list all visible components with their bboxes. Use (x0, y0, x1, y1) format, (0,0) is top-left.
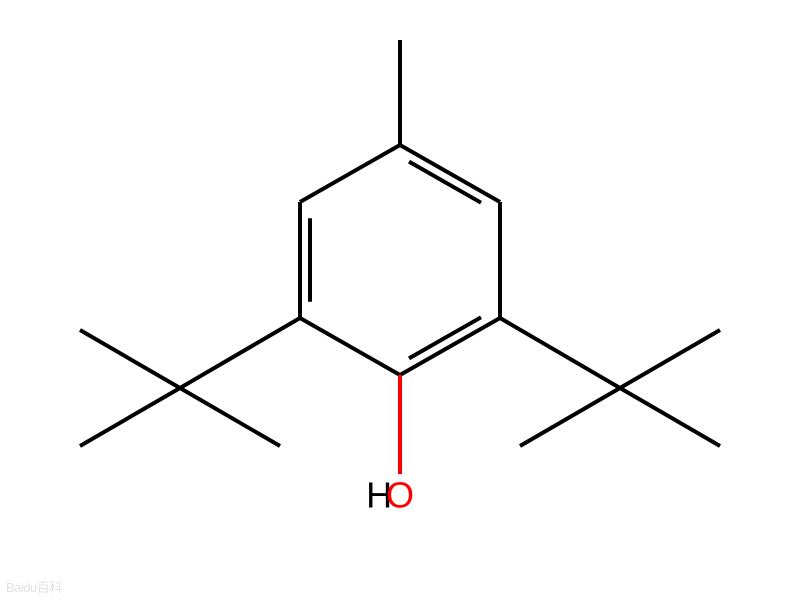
molecule-diagram: HO (0, 0, 800, 600)
watermark-text: Baidu百科 (6, 577, 62, 596)
svg-text:O: O (386, 475, 414, 516)
